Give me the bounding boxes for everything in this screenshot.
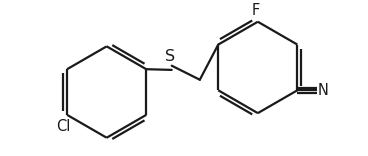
Text: F: F xyxy=(252,2,260,17)
Text: S: S xyxy=(165,49,176,64)
Text: Cl: Cl xyxy=(56,119,70,134)
Text: N: N xyxy=(318,83,329,98)
